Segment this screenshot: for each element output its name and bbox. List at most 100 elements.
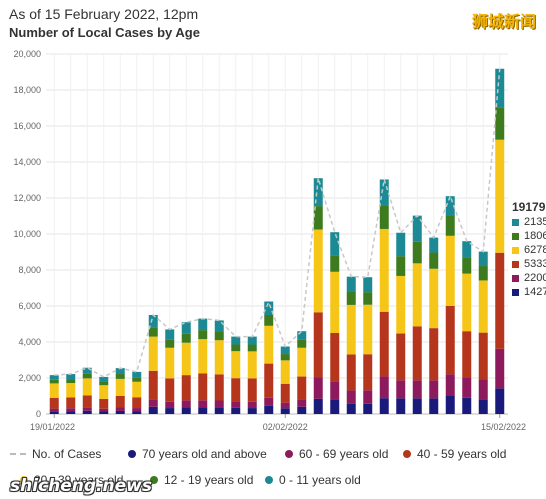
bar-segment <box>66 397 76 409</box>
bar-segment <box>297 399 307 407</box>
legend-dot-60-69-icon <box>285 449 293 458</box>
bar-segment <box>148 315 158 328</box>
legend-item-40-59[interactable]: 40 - 59 years old <box>403 446 506 461</box>
bar-segment <box>280 402 290 409</box>
bar-segment <box>165 408 175 414</box>
bar-segment <box>330 271 340 333</box>
x-tick-label: 15/02/2022 <box>481 422 526 432</box>
legend-dot-20-39-icon <box>20 475 28 484</box>
bar-segment <box>445 306 455 375</box>
bar-segment <box>198 373 208 401</box>
bar-segment <box>181 333 191 343</box>
legend-label: 40 - 59 years old <box>417 446 507 461</box>
bar-segment <box>148 327 158 337</box>
bar-segment <box>99 411 109 414</box>
bar-segment <box>99 385 109 399</box>
bar-segment <box>445 374 455 396</box>
bar-segment <box>82 410 92 414</box>
callout-value: 2135 <box>524 216 546 228</box>
y-tick-label: 0 <box>36 409 41 419</box>
bar-segment <box>181 407 191 414</box>
bar-segment <box>148 406 158 414</box>
bar-segment <box>214 407 224 414</box>
bar-segment <box>297 376 307 400</box>
bar-segment <box>264 325 274 364</box>
bar-segment <box>495 388 505 414</box>
bar-segment <box>231 351 241 379</box>
bar-segment <box>330 381 340 400</box>
bar-segment <box>478 280 488 333</box>
bar-segment <box>231 407 241 414</box>
callout-swatch-icon <box>512 246 519 254</box>
bar-segment <box>231 378 241 402</box>
callout-value: 5333 <box>524 258 546 270</box>
legend-item-70-plus[interactable]: 70 years old and above <box>128 446 267 461</box>
bar-segment <box>280 408 290 414</box>
bar-segment <box>346 291 356 305</box>
bar-segment <box>412 263 422 327</box>
legend-item-20-39[interactable]: 20 - 39 years old <box>20 472 123 487</box>
bar-segment <box>396 275 406 334</box>
bar-segment <box>165 378 175 402</box>
bar-segment <box>478 332 488 380</box>
bar-segment <box>346 276 356 292</box>
bar-segment <box>429 328 439 381</box>
y-tick-label: 12,000 <box>13 193 41 203</box>
bar-segment <box>214 340 224 375</box>
bar-segment <box>264 405 274 414</box>
callout-value: 1427 <box>524 286 546 298</box>
bar-segment <box>396 398 406 414</box>
bar-segment <box>115 374 125 379</box>
bar-segment <box>429 237 439 253</box>
legend-item-total[interactable]: No. of Cases <box>10 446 101 461</box>
bar-segment <box>396 232 406 257</box>
bar-segment <box>82 378 92 396</box>
bar-segment <box>181 342 191 376</box>
watermark-logo: 狮城新闻 <box>471 12 536 31</box>
callout-row-12-19: 1806 <box>512 230 546 242</box>
bar-segment <box>82 373 92 379</box>
bar-segment <box>49 375 59 380</box>
bar-segment <box>99 381 109 386</box>
legend-item-60-69[interactable]: 60 - 69 years old <box>285 446 388 461</box>
legend-label: 70 years old and above <box>142 446 267 461</box>
bar-segment <box>330 399 340 414</box>
bar-segment <box>396 256 406 276</box>
bar-segment <box>148 370 158 400</box>
bar-segment <box>99 408 109 412</box>
bar-segment <box>495 68 505 108</box>
bar-segment <box>198 318 208 331</box>
legend-item-12-19[interactable]: 12 - 19 years old <box>150 472 253 487</box>
bar-segment <box>181 400 191 408</box>
bar-segment <box>346 403 356 414</box>
bar-segment <box>495 252 505 349</box>
bar-segment <box>66 374 76 380</box>
bar-segment <box>429 398 439 414</box>
bar-segment <box>165 347 175 379</box>
bar-segment <box>429 380 439 399</box>
bar-segment <box>462 397 472 414</box>
y-tick-label: 2,000 <box>18 373 41 383</box>
bar-segment <box>363 304 373 355</box>
bar-segment <box>379 398 389 414</box>
bar-segment <box>198 330 208 340</box>
bar-segment <box>330 333 340 382</box>
bar-segment <box>396 380 406 399</box>
bar-segment <box>264 301 274 315</box>
y-tick-label: 20,000 <box>13 49 41 59</box>
bar-segment <box>198 339 208 374</box>
bar-segment <box>462 257 472 274</box>
bar-segment <box>132 397 142 409</box>
legend-label: 0 - 11 years old <box>279 472 361 487</box>
bar-segment <box>247 408 257 414</box>
bar-segment <box>214 374 224 401</box>
legend-item-0-11[interactable]: 0 - 11 years old <box>265 472 361 487</box>
bar-segment <box>264 363 274 398</box>
bar-segment <box>66 379 76 384</box>
bar-segment <box>297 406 307 414</box>
bar-segment <box>462 378 472 398</box>
bar-segment <box>363 292 373 305</box>
bar-segment <box>478 379 488 400</box>
bar-segment <box>396 333 406 381</box>
bar-segment <box>99 398 109 409</box>
